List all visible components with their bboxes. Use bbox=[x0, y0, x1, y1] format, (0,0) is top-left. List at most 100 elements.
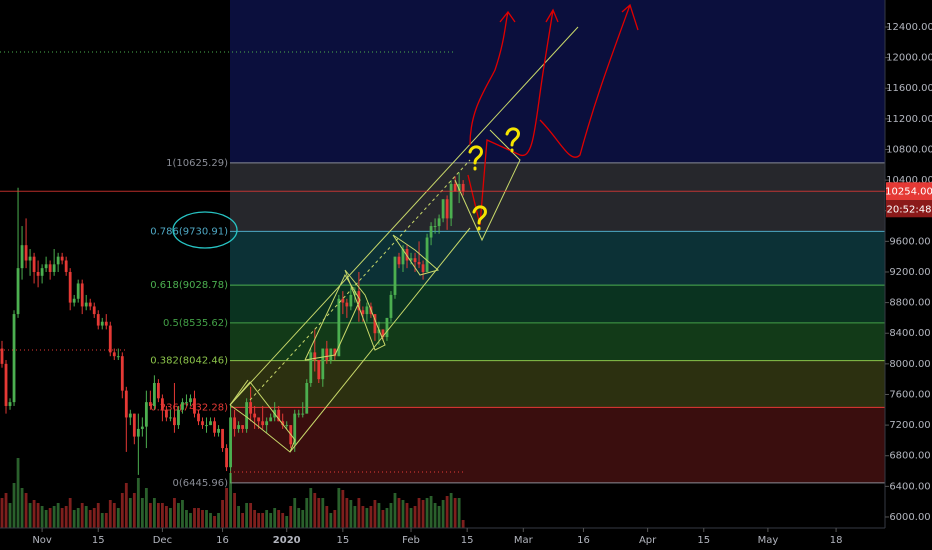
candle-body bbox=[185, 402, 188, 404]
volume-bar bbox=[357, 498, 361, 528]
circle-annotation bbox=[172, 211, 238, 249]
volume-bar bbox=[413, 506, 417, 528]
drawings bbox=[0, 3, 639, 473]
y-tick-label: 9600.00 bbox=[889, 236, 930, 247]
candle-body bbox=[148, 402, 152, 406]
volume-bar bbox=[80, 503, 84, 528]
candle-body bbox=[144, 402, 148, 427]
volume-bar bbox=[88, 510, 92, 528]
candle-body bbox=[128, 413, 132, 418]
candle-body bbox=[0, 348, 4, 364]
volume-bar bbox=[165, 506, 168, 528]
candle-body bbox=[193, 398, 196, 414]
candle-body bbox=[80, 283, 84, 307]
candle-body bbox=[297, 413, 301, 415]
volume-bar bbox=[429, 496, 433, 528]
volume-bar bbox=[92, 508, 96, 528]
volume-bar bbox=[197, 508, 200, 528]
fib-label: 0(6445.96) bbox=[172, 478, 228, 489]
fib-band bbox=[230, 0, 885, 163]
candle-body bbox=[161, 398, 164, 410]
volume-bar bbox=[8, 503, 12, 528]
volume-bar bbox=[245, 503, 249, 528]
x-tick-label: May bbox=[758, 535, 779, 546]
y-tick-label: 7600.00 bbox=[889, 389, 930, 400]
candle-body bbox=[449, 183, 453, 219]
volume-bar bbox=[361, 506, 365, 528]
candle-body bbox=[281, 421, 285, 426]
candle-body bbox=[100, 321, 104, 326]
volume-bar bbox=[349, 500, 353, 528]
volume-bar bbox=[225, 488, 228, 528]
y-tick-label: 10400.00 bbox=[886, 175, 932, 186]
candle-body bbox=[36, 271, 40, 276]
volume-bar bbox=[317, 498, 321, 528]
x-tick-label: Dec bbox=[153, 535, 172, 546]
volume-bar bbox=[124, 483, 128, 528]
volume-bar bbox=[437, 506, 441, 528]
candle-body bbox=[389, 294, 393, 318]
volume-bar bbox=[213, 516, 216, 528]
volume-bar bbox=[100, 513, 104, 528]
candle-body bbox=[88, 302, 92, 307]
last-price-label: 10254.00 bbox=[885, 186, 932, 197]
volume-bar bbox=[152, 498, 156, 528]
fib-band bbox=[230, 407, 885, 483]
volume-bar bbox=[241, 513, 245, 528]
candle-body bbox=[48, 264, 52, 272]
volume-bar bbox=[445, 496, 449, 528]
candle-body bbox=[60, 256, 64, 261]
volume-bar bbox=[409, 508, 413, 528]
volume-bar bbox=[453, 498, 457, 528]
volume-bar bbox=[173, 498, 176, 528]
candle-body bbox=[257, 417, 261, 422]
candle-body bbox=[181, 402, 184, 410]
candle-body bbox=[120, 356, 124, 391]
volume-bar bbox=[389, 503, 393, 528]
volume-bar bbox=[221, 500, 224, 528]
candle-body bbox=[76, 283, 80, 299]
candle-body bbox=[225, 448, 228, 468]
candle-body bbox=[265, 421, 269, 426]
volume-bar bbox=[76, 508, 80, 528]
volume-bar bbox=[84, 506, 88, 528]
x-tick-label: 15 bbox=[336, 535, 349, 546]
volume-bar bbox=[289, 506, 293, 528]
candle-body bbox=[249, 402, 253, 414]
x-tick-label: Nov bbox=[32, 535, 52, 546]
volume-bar bbox=[20, 488, 24, 528]
candle-body bbox=[84, 302, 88, 307]
volume-bar bbox=[233, 493, 236, 528]
candle-body bbox=[317, 360, 321, 380]
candle-body bbox=[393, 256, 397, 295]
volume-bar bbox=[337, 488, 341, 528]
candle-body bbox=[409, 258, 413, 261]
candle-body bbox=[213, 421, 216, 433]
candle-body bbox=[437, 218, 441, 227]
volume-bar bbox=[60, 508, 64, 528]
y-tick-label: 8000.00 bbox=[889, 359, 930, 370]
fib-band bbox=[230, 162, 885, 232]
volume-bar bbox=[144, 488, 148, 528]
y-tick-label: 6800.00 bbox=[889, 451, 930, 462]
y-tick-label: 11200.00 bbox=[886, 114, 932, 125]
fib-label: 0.618(9028.78) bbox=[150, 280, 228, 291]
candle-body bbox=[177, 409, 180, 426]
candle-body bbox=[253, 413, 257, 418]
x-tick-label: 16 bbox=[216, 535, 229, 546]
volume-bar bbox=[181, 500, 184, 528]
fib-label: 0.236(7432.28) bbox=[150, 402, 228, 413]
volume bbox=[0, 458, 465, 528]
candle-body bbox=[309, 352, 313, 383]
candle-body bbox=[385, 317, 389, 338]
x-tick-label: 2020 bbox=[273, 535, 301, 546]
volume-bar bbox=[237, 506, 240, 528]
volume-bar bbox=[108, 500, 112, 528]
last-price-box bbox=[886, 182, 932, 201]
candle-body bbox=[104, 321, 108, 326]
volume-bar bbox=[309, 488, 313, 528]
candle-body bbox=[269, 417, 273, 422]
volume-bar bbox=[140, 498, 144, 528]
volume-bar bbox=[24, 493, 28, 528]
candle-body bbox=[28, 256, 32, 261]
